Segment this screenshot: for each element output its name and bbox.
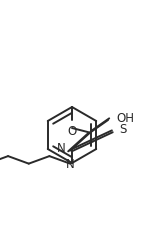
Text: OH: OH — [116, 112, 134, 126]
Text: N: N — [57, 142, 66, 156]
Text: S: S — [119, 123, 126, 136]
Text: N: N — [66, 158, 74, 171]
Text: O: O — [67, 125, 77, 138]
